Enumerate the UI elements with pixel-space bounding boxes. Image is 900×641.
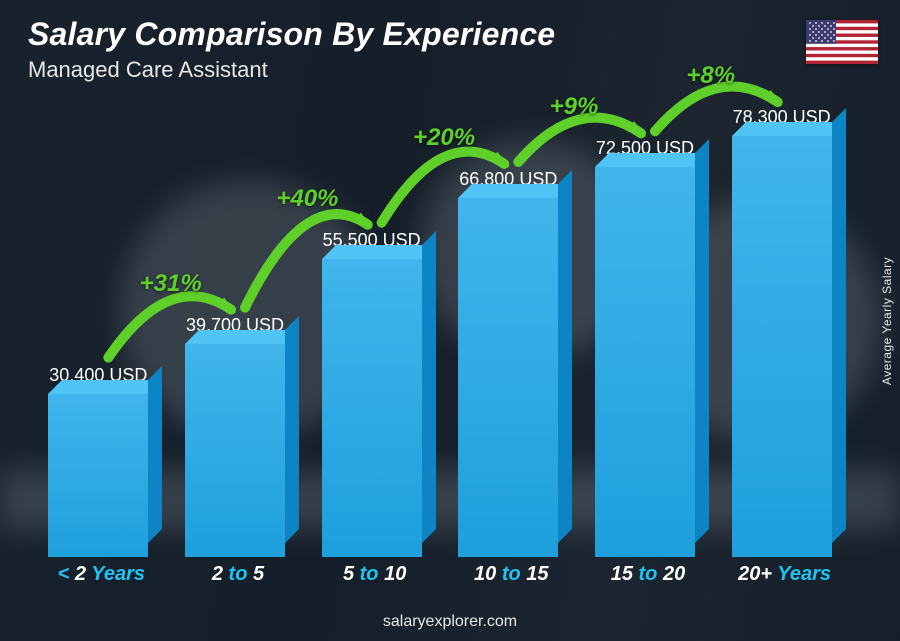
x-axis-label: 20+ Years [722, 563, 842, 591]
bar [458, 198, 558, 557]
bars-container: 30,400 USD39,700 USD55,500 USD66,800 USD… [30, 127, 850, 557]
y-axis-label: Average Yearly Salary [880, 256, 894, 384]
x-axis-label: 2 to 5 [175, 563, 295, 591]
bar-slot: 72,500 USD [585, 138, 705, 557]
bar [48, 394, 148, 557]
chart-title: Salary Comparison By Experience [28, 16, 555, 53]
bar-slot: 30,400 USD [38, 365, 158, 557]
footer-attribution: salaryexplorer.com [0, 613, 900, 631]
bar [185, 344, 285, 557]
flag-icon [806, 20, 878, 64]
bar-slot: 66,800 USD [448, 169, 568, 557]
x-axis-labels: < 2 Years 2 to 5 5 to 10 10 to 15 15 to 20 20… [30, 563, 850, 591]
header: Salary Comparison By Experience Managed … [28, 16, 555, 83]
bar [732, 136, 832, 557]
bar-slot: 55,500 USD [312, 230, 432, 557]
bar [595, 167, 695, 557]
bar-slot: 39,700 USD [175, 315, 295, 557]
bar [322, 259, 422, 557]
chart-subtitle: Managed Care Assistant [28, 57, 555, 83]
x-axis-label: 15 to 20 [585, 563, 705, 591]
x-axis-label: < 2 Years [38, 563, 158, 591]
bar-slot: 78,300 USD [722, 107, 842, 557]
infographic-canvas: Salary Comparison By Experience Managed … [0, 0, 900, 641]
increase-pct-label: +9% [550, 93, 599, 121]
bar-chart: 30,400 USD39,700 USD55,500 USD66,800 USD… [30, 91, 850, 591]
x-axis-label: 10 to 15 [448, 563, 568, 591]
x-axis-label: 5 to 10 [312, 563, 432, 591]
